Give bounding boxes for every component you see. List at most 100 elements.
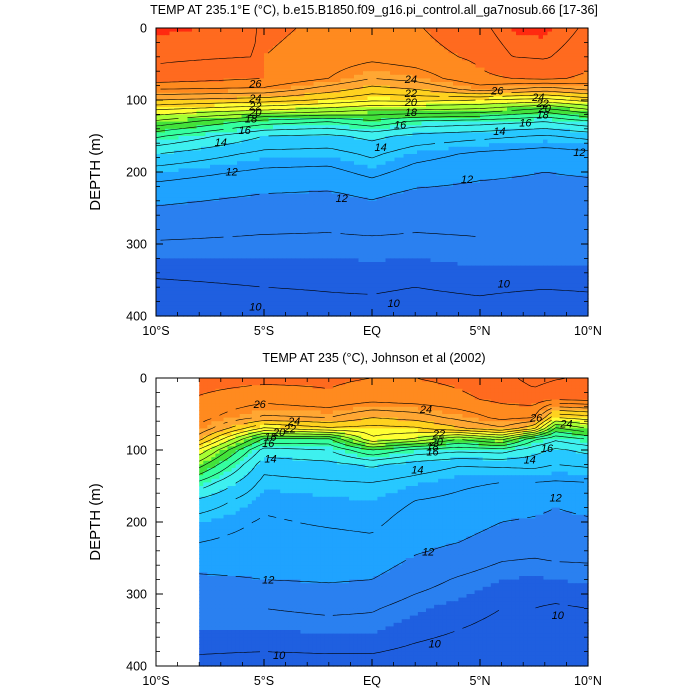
temperature-cell (358, 64, 364, 69)
temperature-cell (516, 211, 522, 216)
temperature-cell (403, 197, 409, 202)
temperature-cell (516, 96, 522, 101)
temperature-cell (264, 49, 270, 54)
temperature-cell (408, 175, 414, 180)
temperature-cell (228, 168, 234, 173)
temperature-cell (462, 38, 468, 43)
temperature-cell (421, 78, 427, 83)
temperature-cell (570, 49, 576, 54)
temperature-cell (282, 125, 288, 130)
temperature-cell (268, 143, 274, 148)
temperature-cell (403, 175, 409, 180)
temperature-cell (493, 64, 499, 69)
temperature-cell (574, 197, 580, 202)
temperature-cell (435, 139, 441, 144)
temperature-cell (223, 89, 229, 94)
temperature-cell (291, 175, 297, 180)
temperature-cell (516, 143, 522, 148)
temperature-cell (345, 85, 351, 90)
temperature-cell (471, 136, 477, 141)
temperature-cell (543, 164, 549, 169)
temperature-cell (345, 204, 351, 209)
temperature-cell (174, 139, 180, 144)
temperature-cell (466, 139, 472, 144)
temperature-cell (403, 190, 409, 195)
temperature-cell (421, 89, 427, 94)
temperature-cell (187, 200, 193, 205)
temperature-cell (529, 31, 535, 36)
temperature-cell (480, 172, 486, 177)
temperature-cell (466, 60, 472, 65)
temperature-cell (475, 82, 481, 87)
temperature-cell (300, 118, 306, 123)
temperature-cell (340, 154, 346, 159)
temperature-cell (471, 208, 477, 213)
temperature-cell (354, 107, 360, 112)
temperature-cell (489, 161, 495, 166)
temperature-cell (309, 38, 315, 43)
temperature-cell (552, 82, 558, 87)
temperature-cell (354, 186, 360, 191)
temperature-cell (169, 132, 175, 137)
temperature-cell (300, 82, 306, 87)
temperature-cell (466, 31, 472, 36)
temperature-cell (439, 42, 445, 47)
temperature-cell (318, 31, 324, 36)
temperature-cell (466, 85, 472, 90)
temperature-cell (502, 56, 508, 61)
temperature-cell (156, 103, 162, 108)
temperature-cell (313, 193, 319, 198)
temperature-cell (489, 114, 495, 119)
temperature-cell (345, 139, 351, 144)
temperature-cell (453, 56, 459, 61)
temperature-cell (327, 89, 333, 94)
temperature-cell (259, 175, 265, 180)
temperature-cell (516, 179, 522, 184)
temperature-cell (556, 42, 562, 47)
temperature-cell (367, 193, 373, 198)
temperature-cell (561, 42, 567, 47)
temperature-cell (534, 118, 540, 123)
temperature-cell (340, 96, 346, 101)
temperature-cell (403, 179, 409, 184)
temperature-cell (538, 150, 544, 155)
temperature-cell (286, 85, 292, 90)
temperature-cell (372, 78, 378, 83)
temperature-cell (475, 89, 481, 94)
temperature-cell (507, 114, 513, 119)
temperature-cell (268, 71, 274, 76)
temperature-cell (417, 114, 423, 119)
temperature-cell (232, 179, 238, 184)
temperature-cell (345, 200, 351, 205)
temperature-cell (259, 154, 265, 159)
temperature-cell (345, 107, 351, 112)
temperature-cell (322, 146, 328, 151)
temperature-cell (534, 146, 540, 151)
temperature-cell (502, 186, 508, 191)
temperature-cell (547, 128, 553, 133)
temperature-cell (363, 164, 369, 169)
temperature-cell (178, 146, 184, 151)
temperature-cell (363, 28, 369, 33)
temperature-cell (390, 128, 396, 133)
temperature-cell (273, 172, 279, 177)
temperature-cell (435, 42, 441, 47)
temperature-cell (381, 64, 387, 69)
temperature-cell (178, 164, 184, 169)
temperature-cell (430, 96, 436, 101)
temperature-cell (529, 64, 535, 69)
temperature-cell (219, 157, 225, 162)
temperature-cell (169, 136, 175, 141)
temperature-cell (192, 128, 198, 133)
temperature-cell (376, 125, 382, 130)
temperature-cell (268, 64, 274, 69)
temperature-cell (268, 49, 274, 54)
temperature-cell (160, 49, 166, 54)
temperature-cell (417, 172, 423, 177)
temperature-cell (201, 139, 207, 144)
temperature-cell (480, 175, 486, 180)
temperature-cell (349, 143, 355, 148)
temperature-cell (444, 60, 450, 65)
temperature-cell (399, 164, 405, 169)
temperature-cell (574, 154, 580, 159)
